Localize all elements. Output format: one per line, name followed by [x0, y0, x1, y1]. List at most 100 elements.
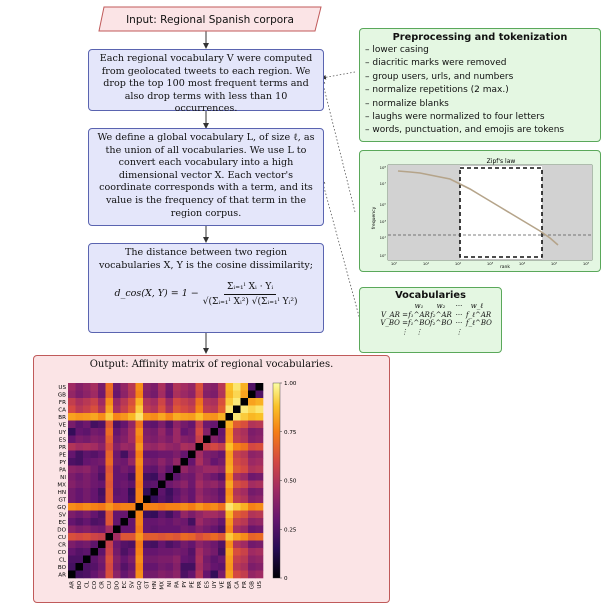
vocab-cell: f₂^BO — [430, 319, 453, 328]
heatmap-cell — [158, 465, 166, 474]
heatmap-cell — [233, 525, 241, 534]
heatmap-cell — [120, 473, 129, 481]
heatmap-cell — [128, 518, 136, 526]
heatmap-cell — [150, 465, 159, 474]
preprocessing-item: – group users, urls, and numbers — [365, 71, 514, 82]
heatmap-cell — [218, 480, 226, 489]
heatmap-cell — [75, 398, 84, 406]
heatmap-row-label: GQ — [57, 505, 66, 511]
heatmap-cell — [113, 413, 121, 421]
zipf-xtick: 10¹ — [423, 261, 430, 266]
heatmap-cell — [158, 450, 166, 459]
step1-text: Each regional vocabulary V were computed… — [99, 53, 313, 115]
heatmap-row-label: BR — [58, 415, 66, 421]
affinity-matrix: USGBFRCABRVEUYESPRPEPYPANIMXHNGTGQSVECDO… — [57, 381, 297, 590]
heatmap-cell — [75, 488, 84, 496]
heatmap-cell — [68, 533, 76, 541]
heatmap-row-label: GT — [58, 497, 66, 503]
heatmap-cell — [113, 495, 121, 504]
heatmap-row-label: DO — [57, 527, 66, 533]
heatmap-cell — [135, 518, 144, 526]
heatmap-cell — [210, 533, 219, 541]
heatmap-cell — [195, 390, 204, 399]
heatmap-cell — [98, 465, 106, 474]
step2-box: We define a global vocabulary L, of size… — [88, 128, 324, 226]
heatmap-cell — [68, 548, 76, 556]
vocab-header: w_ℓ — [470, 302, 484, 310]
heatmap-cell — [173, 510, 181, 519]
vocab-header: w₁ — [414, 302, 424, 310]
heatmap-cell — [180, 465, 189, 474]
heatmap-cell — [210, 525, 219, 534]
heatmap-cell — [195, 465, 204, 474]
heatmap-row-label: BO — [58, 565, 67, 571]
heatmap-cell — [128, 488, 136, 496]
heatmap-cell — [203, 405, 211, 414]
heatmap-cell — [158, 435, 166, 444]
heatmap-cell — [240, 570, 249, 579]
heatmap-cell — [68, 555, 76, 564]
heatmap-cell — [180, 533, 189, 541]
preprocessing-item: – lower casing — [365, 45, 429, 55]
heatmap-cell — [195, 420, 204, 429]
heatmap-cell — [233, 390, 241, 399]
heatmap-cell — [248, 473, 256, 481]
zipf-ytick: 10⁸ — [380, 165, 387, 170]
heatmap-cell — [75, 518, 84, 526]
heatmap-cell — [98, 398, 106, 406]
heatmap-cell — [143, 435, 151, 444]
output-box: Output: Affinity matrix of regional voca… — [33, 355, 390, 603]
heatmap-cell — [113, 435, 121, 444]
heatmap-cell — [135, 420, 144, 429]
heatmap-cell — [83, 555, 91, 564]
heatmap-cell — [180, 510, 189, 519]
heatmap-cell — [233, 450, 241, 459]
heatmap-cell — [128, 458, 136, 466]
heatmap-cell — [143, 570, 151, 579]
heatmap-cell — [120, 420, 129, 429]
heatmap-cell — [143, 420, 151, 429]
heatmap-cell — [225, 555, 234, 564]
vocab-row-label: V_AR = — [381, 310, 408, 319]
heatmap-col-label: CL — [84, 580, 90, 588]
heatmap-cell — [255, 473, 264, 481]
heatmap-cell — [240, 503, 249, 511]
heatmap-cell — [173, 555, 181, 564]
heatmap-cell — [225, 443, 234, 451]
heatmap-cell — [218, 443, 226, 451]
heatmap-cell — [90, 503, 99, 511]
heatmap-cell — [165, 540, 174, 549]
heatmap-cell — [68, 488, 76, 496]
heatmap-cell — [98, 503, 106, 511]
heatmap-cell — [203, 488, 211, 496]
heatmap-cell — [165, 525, 174, 534]
zipf-ylabel: frequency — [371, 206, 377, 229]
heatmap-cell — [113, 443, 121, 451]
heatmap-cell — [135, 555, 144, 564]
heatmap-cell — [180, 503, 189, 511]
heatmap-cell — [173, 495, 181, 504]
heatmap-cell — [120, 488, 129, 496]
heatmap-cell — [240, 495, 249, 504]
heatmap-col-label: ES — [204, 581, 210, 589]
heatmap-cell — [128, 413, 136, 421]
heatmap-cell — [233, 495, 241, 504]
heatmap-cell — [180, 518, 189, 526]
heatmap-cell — [68, 398, 76, 406]
heatmap-cell — [98, 533, 106, 541]
heatmap-cell — [180, 443, 189, 451]
heatmap-cell — [90, 413, 99, 421]
heatmap-cell — [158, 503, 166, 511]
heatmap-cell — [240, 533, 249, 541]
heatmap-cell — [248, 480, 256, 489]
heatmap-cell — [180, 390, 189, 399]
heatmap-cell — [150, 398, 159, 406]
zipf-ytick: 10¹ — [380, 235, 387, 240]
heatmap-cell — [135, 413, 144, 421]
heatmap-cell — [135, 458, 144, 466]
zipf-plot: Zipf's law frequency rank 10⁰ 10¹ 10² 10… — [371, 158, 593, 270]
heatmap-cell — [105, 480, 114, 489]
heatmap-cell — [120, 563, 129, 571]
heatmap-cell — [83, 450, 91, 459]
heatmap-cell — [233, 465, 241, 474]
